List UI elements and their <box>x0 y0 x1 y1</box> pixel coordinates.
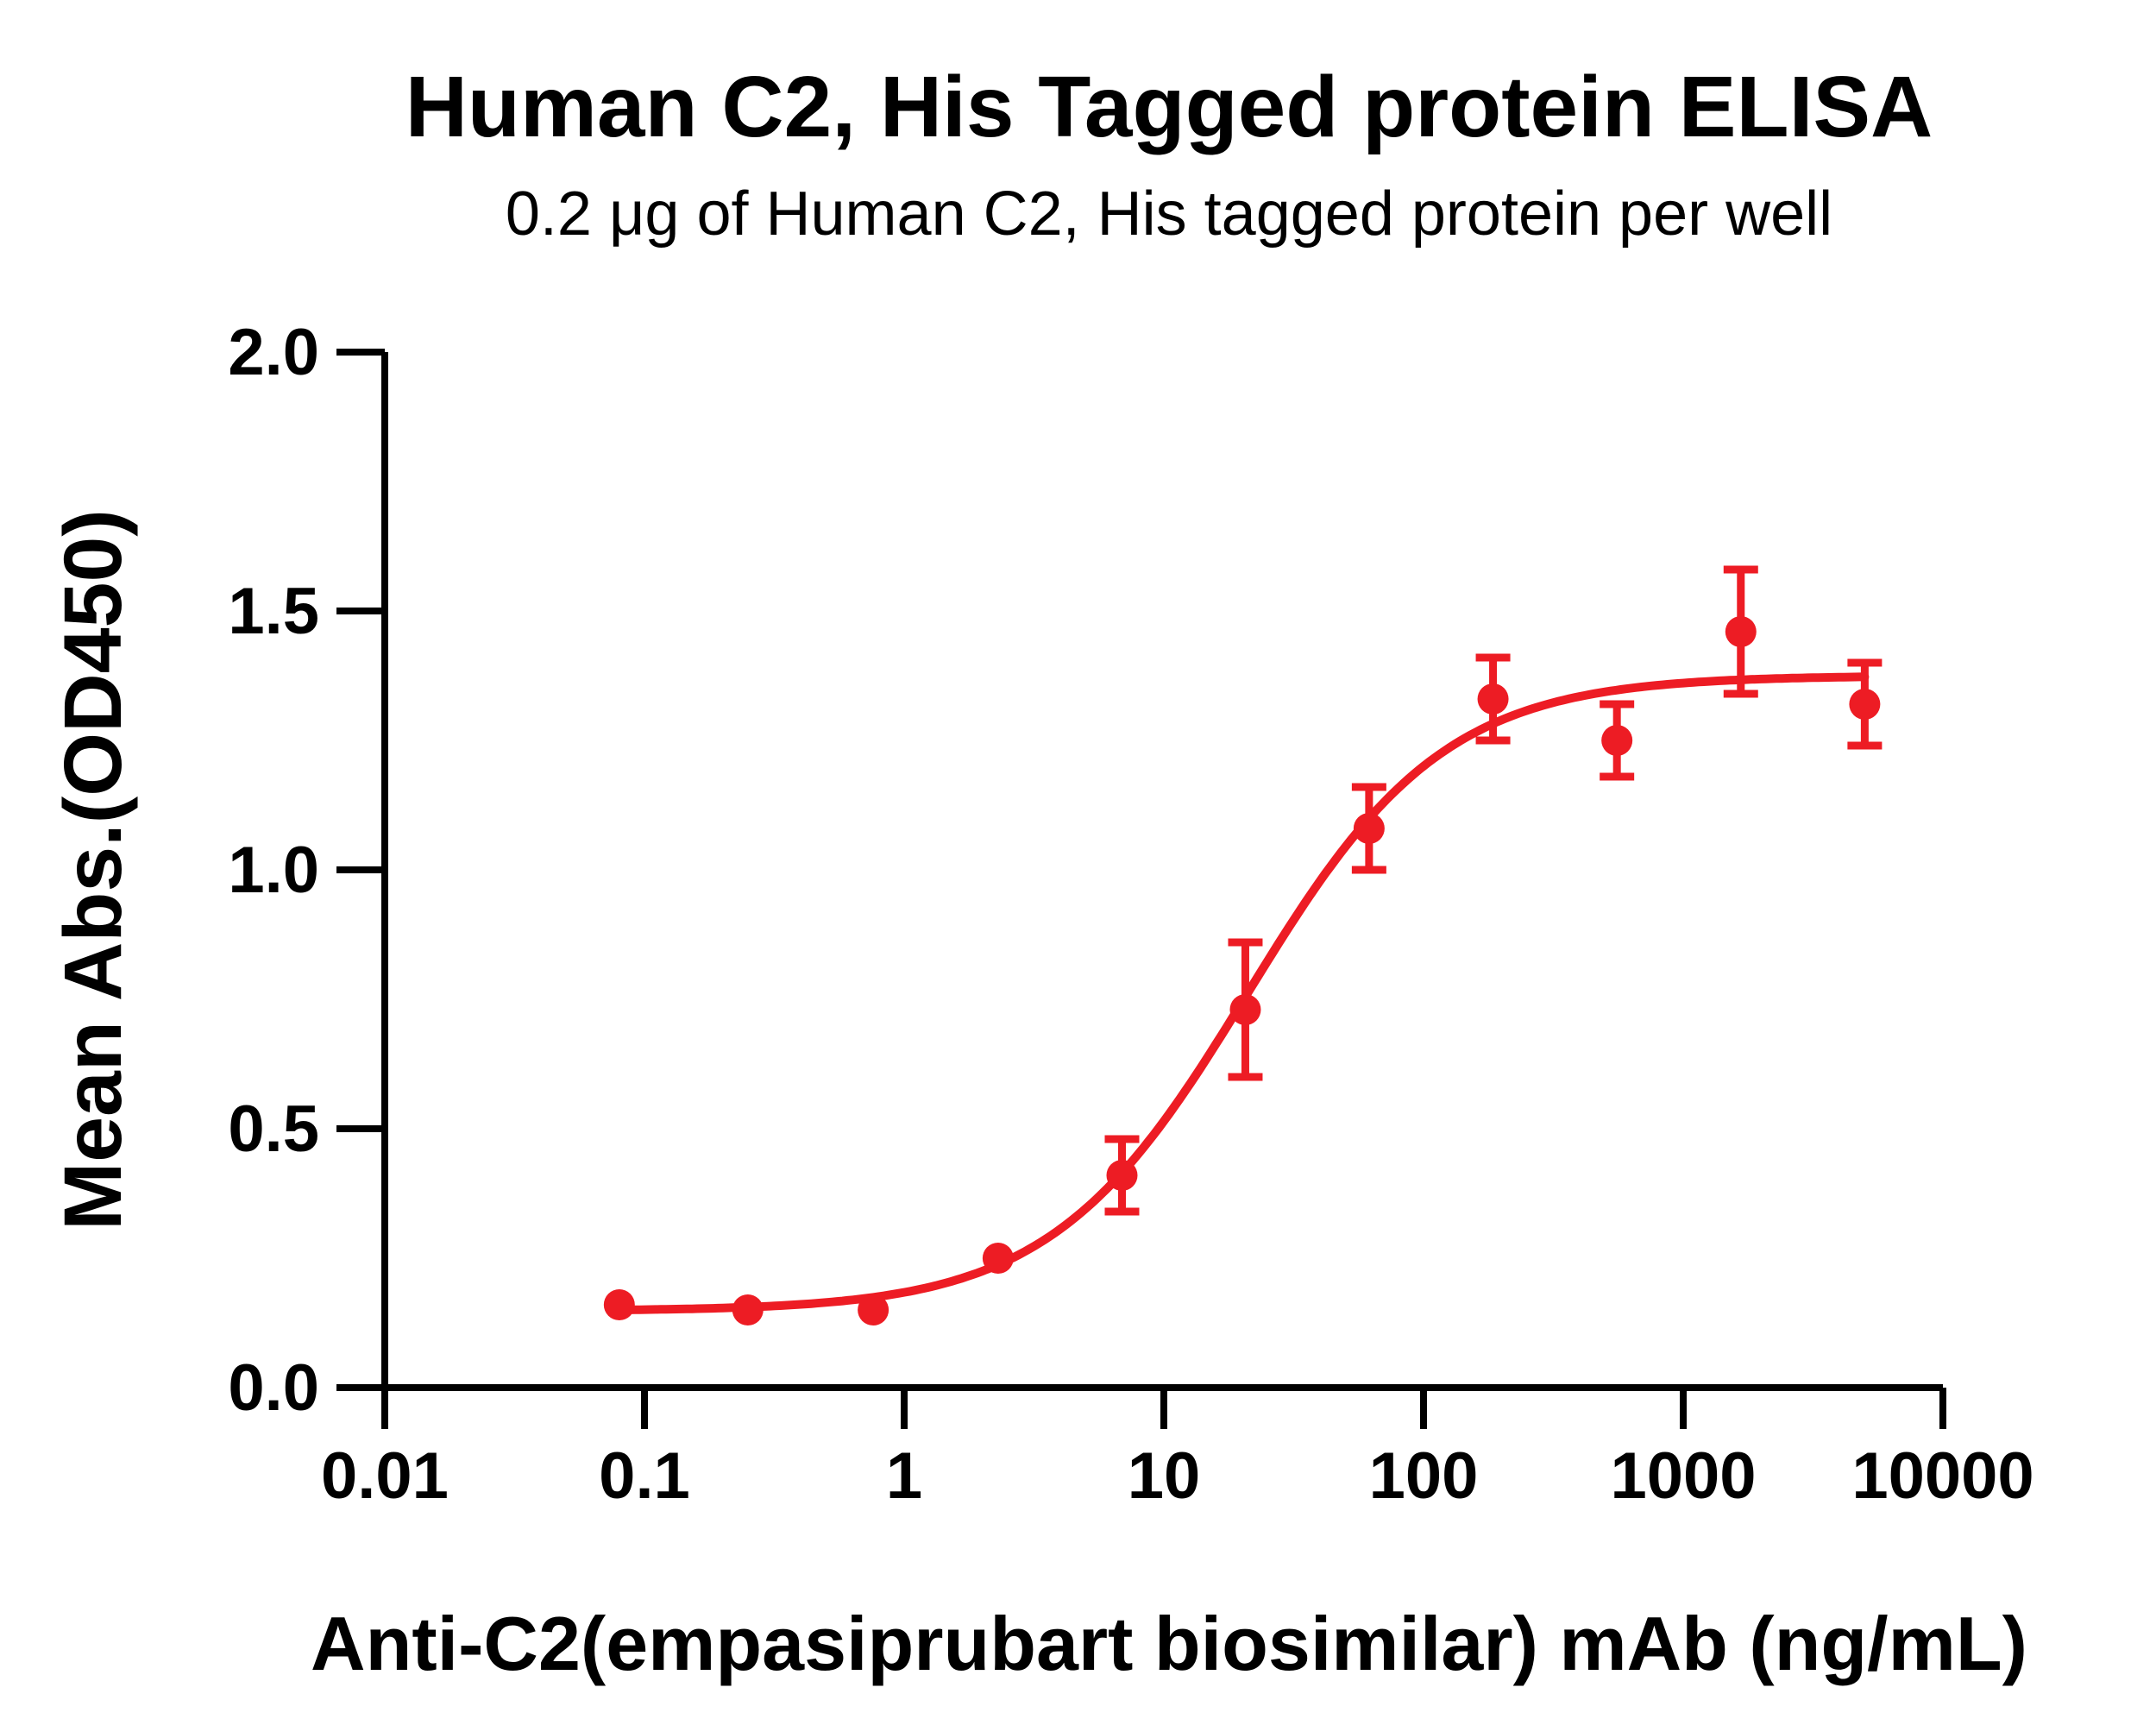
x-tick-label: 10 <box>1128 1439 1201 1513</box>
y-axis-title: Mean Abs.(OD450) <box>47 509 139 1231</box>
chart-subtitle: 0.2 μg of Human C2, His tagged protein p… <box>506 179 1832 249</box>
y-tick-label: 0.0 <box>228 1351 319 1425</box>
x-tick-label: 100 <box>1369 1439 1479 1513</box>
x-tick-label: 0.1 <box>599 1439 690 1513</box>
y-tick-label: 1.0 <box>228 834 319 907</box>
x-axis-title: Anti-C2(empasiprubart biosimilar) mAb (n… <box>311 1601 2027 1686</box>
data-point <box>732 1294 764 1325</box>
data-point <box>1229 994 1261 1025</box>
data-point <box>1601 725 1633 756</box>
data-point <box>858 1294 889 1325</box>
x-tick-label: 0.01 <box>321 1439 449 1513</box>
y-tick-label: 0.5 <box>228 1092 319 1166</box>
data-point <box>1106 1160 1138 1191</box>
chart-title: Human C2, His Tagged protein ELISA <box>405 59 1933 155</box>
data-point <box>1849 689 1881 720</box>
y-tick-label: 1.5 <box>228 575 319 648</box>
data-point <box>1725 616 1757 647</box>
y-tick-label: 2.0 <box>228 316 319 389</box>
data-point <box>982 1243 1014 1274</box>
data-point <box>1477 683 1509 715</box>
plot-area: 0.0 0.5 1.0 1.5 2.0 0.01 0.1 1 10 100 1000 10000 <box>228 316 2033 1513</box>
x-tick-label: 1000 <box>1610 1439 1756 1513</box>
x-tick-label: 1 <box>886 1439 922 1513</box>
data-point <box>1353 813 1385 844</box>
data-point <box>603 1289 635 1320</box>
x-tick-label: 10000 <box>1851 1439 2033 1513</box>
